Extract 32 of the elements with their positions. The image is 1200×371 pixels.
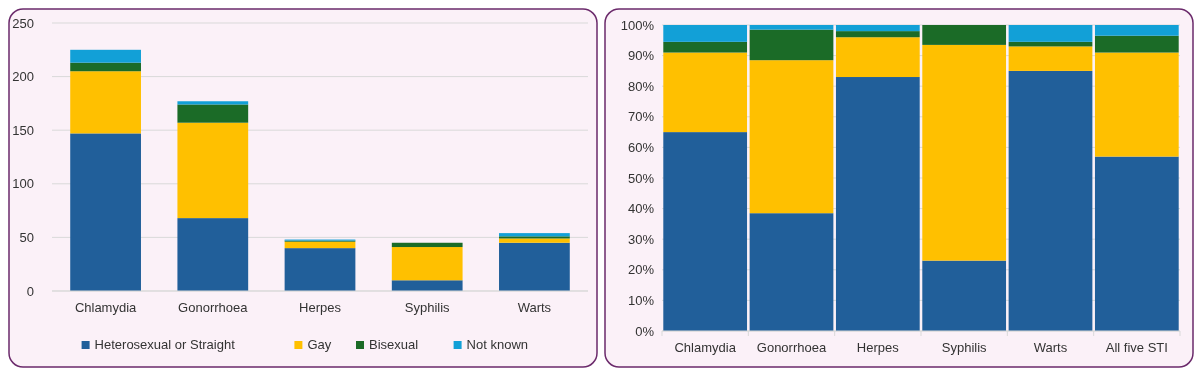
y-tick-label: 150	[12, 122, 34, 138]
y-tick-label: 90%	[627, 48, 655, 64]
y-tick-label: 100	[12, 176, 34, 192]
y-tick-label: 50%	[627, 170, 655, 186]
x-tick-label: Warts	[517, 300, 552, 315]
x-tick-label: Gonorrhoea	[756, 340, 827, 355]
legend-label: Gay	[307, 337, 332, 352]
x-tick-label: Chlamydia	[74, 300, 138, 315]
y-tick-label: 250	[12, 15, 34, 31]
legend-label: Bisexual	[369, 337, 419, 352]
y-tick-label: 0%	[635, 323, 655, 339]
x-tick-label: Herpes	[856, 340, 900, 355]
y-tick-label: 10%	[627, 292, 655, 308]
legend-label: Not known	[466, 337, 529, 352]
y-tick-label: 60%	[627, 139, 655, 155]
x-tick-label: Warts	[1033, 340, 1068, 355]
y-tick-label: 40%	[627, 201, 655, 217]
x-tick-label: Syphilis	[941, 340, 988, 355]
x-tick-label: Herpes	[299, 300, 342, 315]
x-tick-label: All five STI	[1105, 340, 1168, 355]
legend-label: Heterosexual or Straight	[94, 337, 236, 352]
y-tick-label: 200	[12, 69, 34, 85]
y-tick-label: 20%	[627, 262, 655, 278]
y-tick-label: 0	[26, 283, 34, 299]
y-tick-label: 100%	[620, 17, 655, 33]
y-tick-label: 30%	[627, 231, 655, 247]
y-tick-label: 80%	[627, 78, 655, 94]
y-tick-label: 70%	[627, 109, 655, 125]
x-tick-label: Syphilis	[404, 300, 451, 315]
y-tick-label: 50	[19, 229, 34, 245]
x-tick-label: Chlamydia	[674, 340, 737, 355]
x-tick-label: Gonorrhoea	[178, 300, 249, 315]
